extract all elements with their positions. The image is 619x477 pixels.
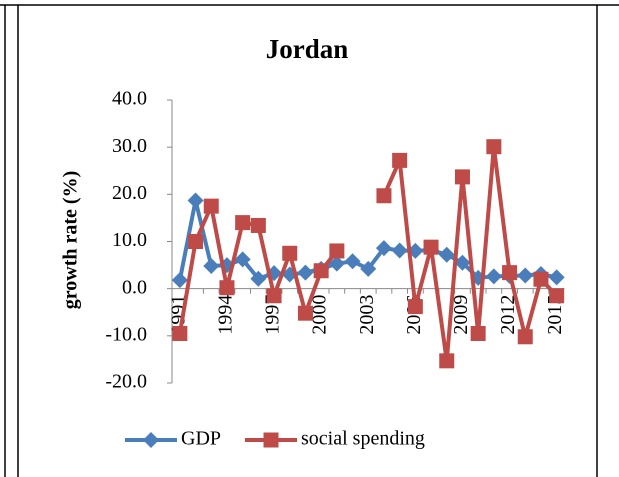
- point: [486, 139, 502, 155]
- y-axis-label: growth rate (%): [60, 171, 82, 309]
- point: [219, 280, 235, 296]
- y-tick-label: 0.0: [122, 276, 147, 298]
- point: [263, 432, 279, 448]
- point: [423, 239, 439, 255]
- point: [266, 288, 282, 304]
- y-tick-label: 20.0: [112, 182, 147, 204]
- y-tick-label: 30.0: [112, 135, 147, 157]
- x-tick-label: 2000: [309, 295, 331, 335]
- x-tick-label: 2012: [497, 295, 519, 335]
- point: [328, 255, 345, 272]
- legend-label: GDP: [181, 428, 221, 450]
- point: [250, 217, 266, 233]
- point: [297, 305, 313, 321]
- point: [454, 169, 470, 185]
- point: [517, 267, 534, 284]
- y-tick-label: -10.0: [105, 323, 147, 345]
- point: [329, 243, 345, 259]
- point: [172, 325, 188, 341]
- point: [360, 260, 377, 277]
- point: [203, 198, 219, 214]
- x-tick-label: 1994: [215, 295, 237, 335]
- point: [344, 253, 361, 270]
- x-tick-label: 2003: [356, 295, 378, 335]
- point: [297, 264, 314, 281]
- point: [203, 258, 220, 275]
- point: [234, 251, 251, 268]
- point: [549, 288, 565, 304]
- point: [313, 263, 329, 279]
- point: [391, 242, 408, 259]
- legend-label: social spending: [301, 428, 425, 450]
- point: [376, 188, 392, 204]
- point: [188, 234, 204, 249]
- x-tick-label: 1997: [262, 295, 284, 335]
- y-tick-label: -20.0: [105, 371, 147, 393]
- y-tick-label: 40.0: [112, 88, 147, 110]
- point: [407, 299, 423, 315]
- point: [392, 152, 408, 168]
- point: [438, 246, 455, 263]
- point: [235, 215, 251, 231]
- x-tick-label: 2015: [544, 295, 566, 335]
- point: [171, 272, 188, 289]
- y-tick-label: 10.0: [112, 229, 147, 251]
- x-tick-label: 2009: [450, 295, 472, 335]
- point: [439, 353, 455, 369]
- point: [548, 269, 565, 286]
- point: [143, 432, 159, 448]
- point: [517, 329, 533, 345]
- point: [250, 270, 267, 287]
- point: [282, 245, 298, 261]
- point: [470, 325, 486, 341]
- point: [502, 265, 518, 281]
- point: [485, 268, 502, 285]
- point: [187, 192, 204, 209]
- point: [375, 240, 392, 257]
- point: [533, 271, 549, 287]
- point: [454, 254, 471, 271]
- chart-title: Jordan: [266, 34, 349, 64]
